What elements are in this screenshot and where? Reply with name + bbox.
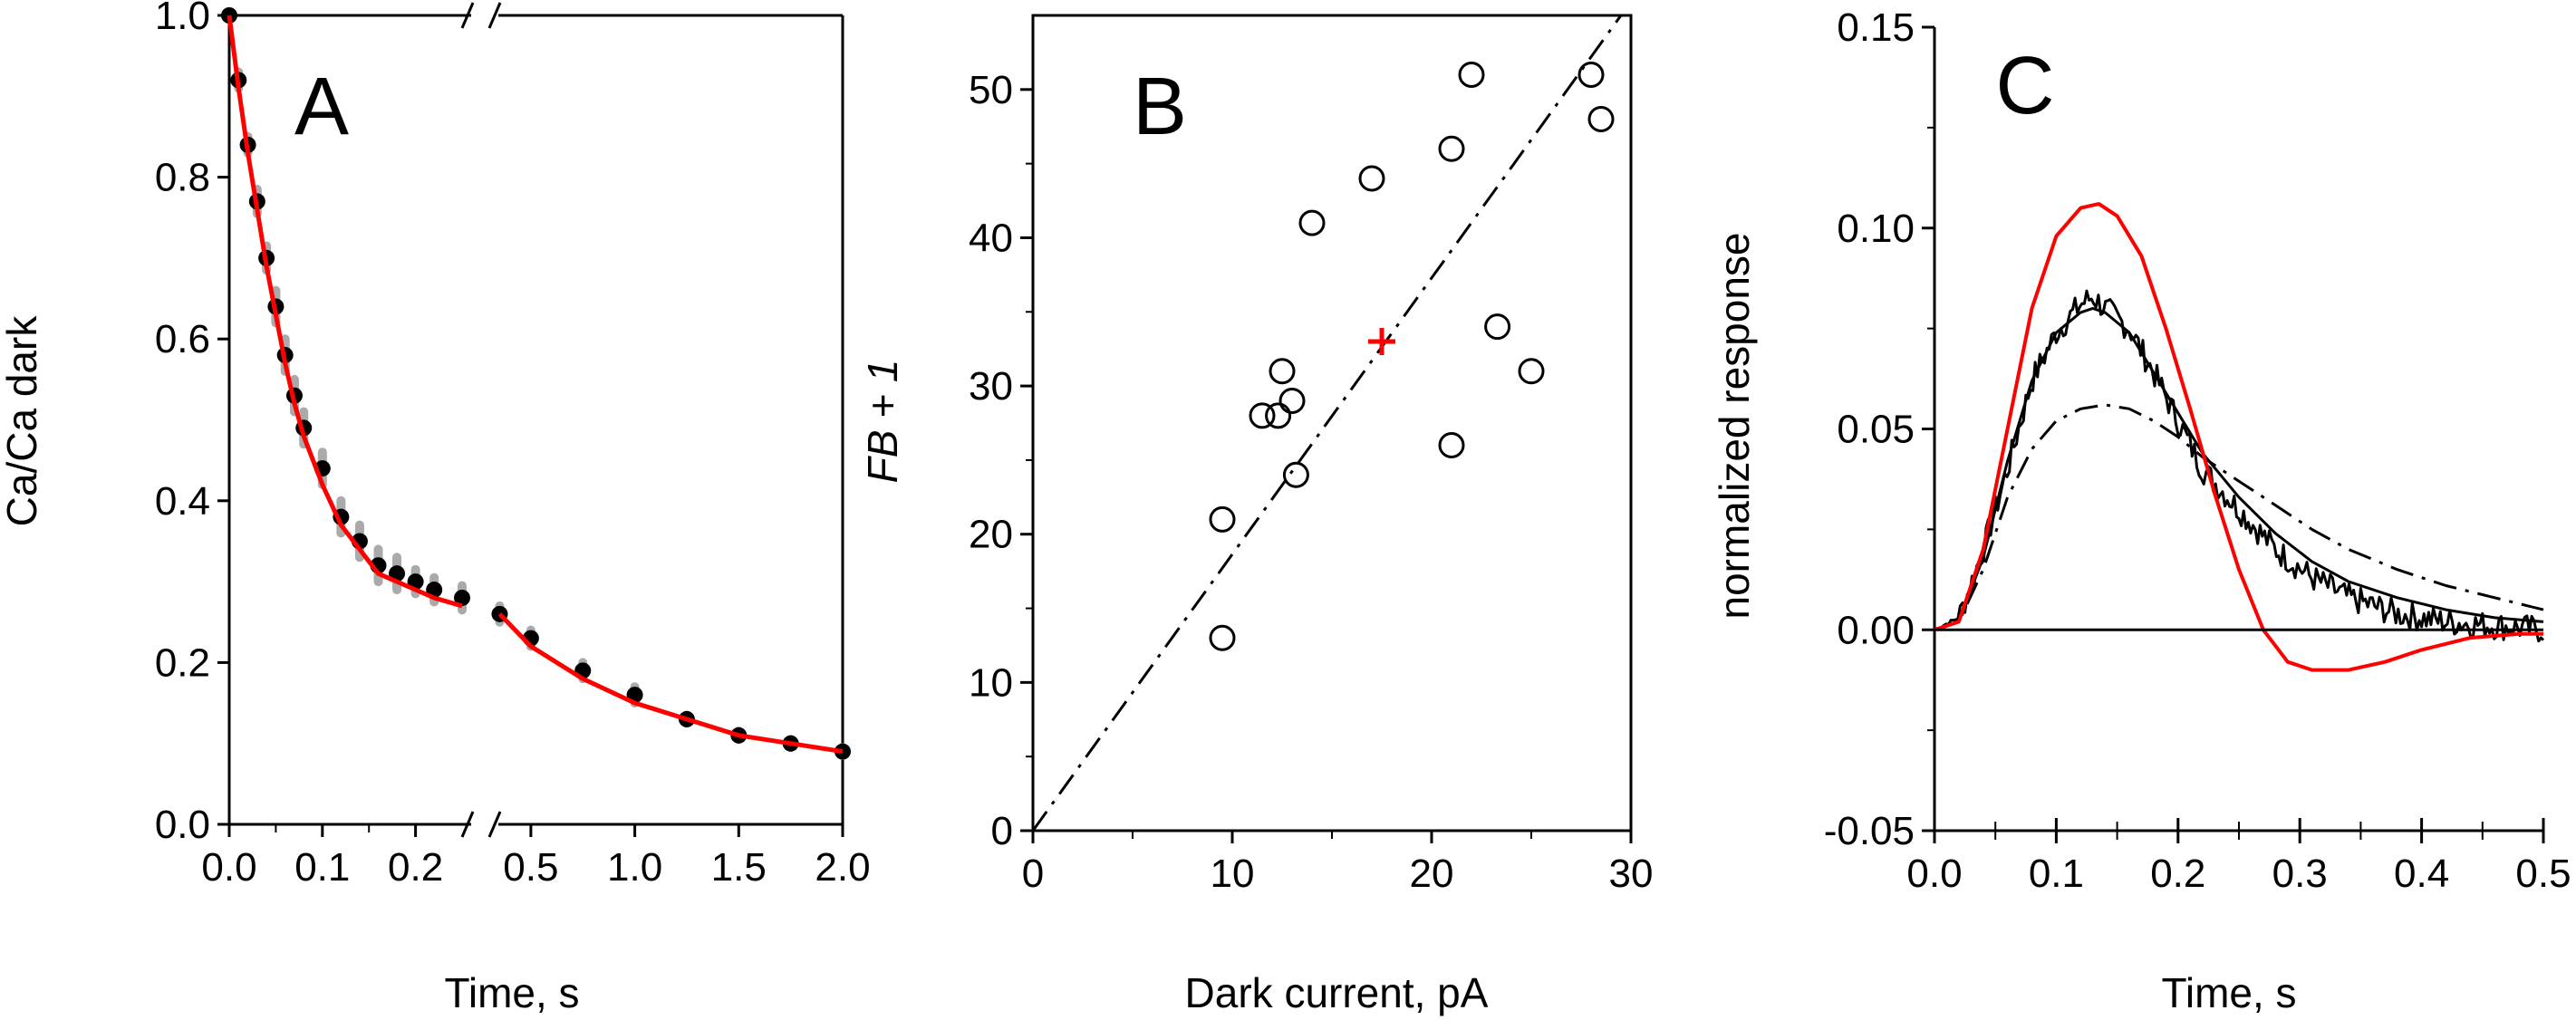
panel-b-ytick-label: 0 — [991, 809, 1013, 853]
panel-b-data-point — [1209, 624, 1236, 651]
panel-c: -0.050.000.050.100.150.0 0.1 0.2 0.3 0.4 0.5 … — [1711, 5, 2571, 1016]
panel-b-axes — [1020, 14, 1633, 843]
panel-b-xtick-label: 10 — [1211, 852, 1255, 896]
panel-c-xtick-label: 0.0 — [1906, 852, 1962, 896]
panel-c-letter: C — [1996, 41, 2055, 131]
panel-b-ytick-label: 10 — [969, 660, 1013, 705]
panel-b-data-point — [1484, 313, 1511, 341]
panel-b-data-point — [1458, 61, 1485, 88]
panel-a-xlabel: Time, s — [444, 969, 579, 1016]
panel-b-data-point — [1209, 505, 1236, 533]
panel-b-ytick-label: 40 — [969, 216, 1013, 260]
panel-a-letter: A — [294, 62, 349, 152]
panel-b-ytick-label: 30 — [969, 364, 1013, 409]
panel-b-xlabel: Dark current, pA — [1185, 969, 1489, 1016]
panel-c-ticks: -0.05 0.00 0.05 0.10 0.15 0.0 0.1 0.2 0.3 0.4 0.5 — [1824, 5, 2571, 896]
panel-c-xtick-label: 0.2 — [2150, 852, 2205, 896]
panel-c-xtick-label: 0.1 — [2029, 852, 2084, 896]
panel-c-ylabel: normalized response — [1711, 232, 1758, 619]
panel-c-dashdot-curve — [1934, 403, 2544, 631]
panel-b-data-point — [1269, 358, 1296, 385]
panel-a-xtick-label: 1.5 — [711, 845, 767, 890]
panel-b-xtick-label: 20 — [1410, 852, 1454, 896]
panel-b-data-point — [1358, 165, 1385, 192]
panel-c-xlabel: Time, s — [2161, 969, 2296, 1016]
panel-b-data-point — [1278, 387, 1306, 414]
panel-a-xtick-label: 0.2 — [388, 845, 443, 890]
panel-b-letter: B — [1133, 62, 1187, 152]
panel-b-xtick-label: 30 — [1609, 852, 1654, 896]
panel-b-data-point — [1438, 135, 1465, 162]
panel-b-data-point — [1518, 358, 1545, 385]
panel-a-axes — [217, 2, 844, 838]
panel-b-data-point — [1438, 432, 1465, 459]
panel-c-xtick-label: 0.5 — [2515, 852, 2571, 896]
panel-a-ylabel: Ca/Ca dark — [0, 315, 45, 527]
panel-b-data-point — [1587, 106, 1615, 133]
panel-b-ylabel: FB + 1 — [859, 360, 906, 484]
panel-a-ytick-label: 0.6 — [155, 317, 210, 361]
panel-a-data-point — [835, 743, 851, 760]
panel-b-data-point — [1577, 61, 1605, 88]
panel-c-ytick-label: 0.05 — [1837, 408, 1915, 452]
panel-a-xtick-label: 0.1 — [294, 845, 350, 890]
panel-b-regression-line — [1031, 14, 1623, 832]
panel-a-xtick-label: 1.0 — [607, 845, 662, 890]
panel-a-xtick-label: 2.0 — [815, 845, 870, 890]
panel-a-ticks: 0.0 0.2 0.4 0.6 0.8 1.0 0.0 0.1 0.2 0.5 1.0 1.5 2.0 — [155, 0, 871, 890]
panel-a: 0.00.20.40.60.81.00.0 0.1 0.2 0.5 1.0 1.5 2.0 … — [0, 0, 871, 1016]
panel-a-data-point — [454, 589, 470, 606]
panel-b-data-point — [1298, 209, 1326, 236]
panel-a-fit-curve — [497, 612, 844, 755]
panel-a-axis-break-mark — [460, 2, 475, 29]
panel-b-data-point — [1282, 461, 1309, 488]
panel-a-axis-break-mark — [487, 2, 502, 29]
panel-b: 0 10 20 30 0 10 20 30 40 50 B Dark current, pA FB… — [859, 14, 1653, 1016]
panel-a-ytick-label: 0.8 — [155, 156, 210, 200]
panel-b-ticks: 0 10 20 30 0 10 20 30 40 50 — [969, 68, 1653, 896]
panel-b-data-point — [1265, 402, 1292, 429]
panel-c-ytick-label: -0.05 — [1824, 809, 1915, 853]
panel-c-ytick-label: 0.15 — [1837, 5, 1915, 50]
panel-a-fit-curve — [227, 14, 463, 609]
panel-c-axes — [1922, 25, 2545, 843]
panel-c-marks — [1934, 202, 2545, 672]
panel-b-xtick-label: 0 — [1022, 852, 1044, 896]
panel-a-ytick-label: 0.4 — [155, 479, 210, 524]
panel-a-xtick-label: 0.5 — [503, 845, 558, 890]
panel-a-xtick-label: 0.0 — [201, 845, 256, 890]
panel-c-measured-trace — [1934, 289, 2545, 643]
panel-c-ytick-label: 0.10 — [1837, 207, 1915, 251]
panel-b-data-point — [1249, 402, 1276, 429]
panel-a-ytick-label: 0.0 — [155, 803, 210, 847]
panel-c-ytick-label: 0.00 — [1837, 608, 1915, 652]
panel-a-ytick-label: 1.0 — [155, 0, 210, 38]
panel-a-axis-break-mark — [487, 811, 502, 838]
panel-a-axis-break-mark — [460, 811, 475, 838]
panel-c-xtick-label: 0.3 — [2272, 852, 2328, 896]
panel-b-ytick-label: 50 — [969, 68, 1013, 112]
panel-a-marks — [221, 7, 851, 761]
panel-b-marks — [1031, 14, 1623, 832]
panel-c-red-curve — [1934, 202, 2543, 672]
panel-a-ytick-label: 0.2 — [155, 640, 210, 685]
panel-c-xtick-label: 0.4 — [2394, 852, 2449, 896]
panel-b-ytick-label: 20 — [969, 513, 1013, 557]
panel-c-model-curve — [1934, 306, 2544, 631]
